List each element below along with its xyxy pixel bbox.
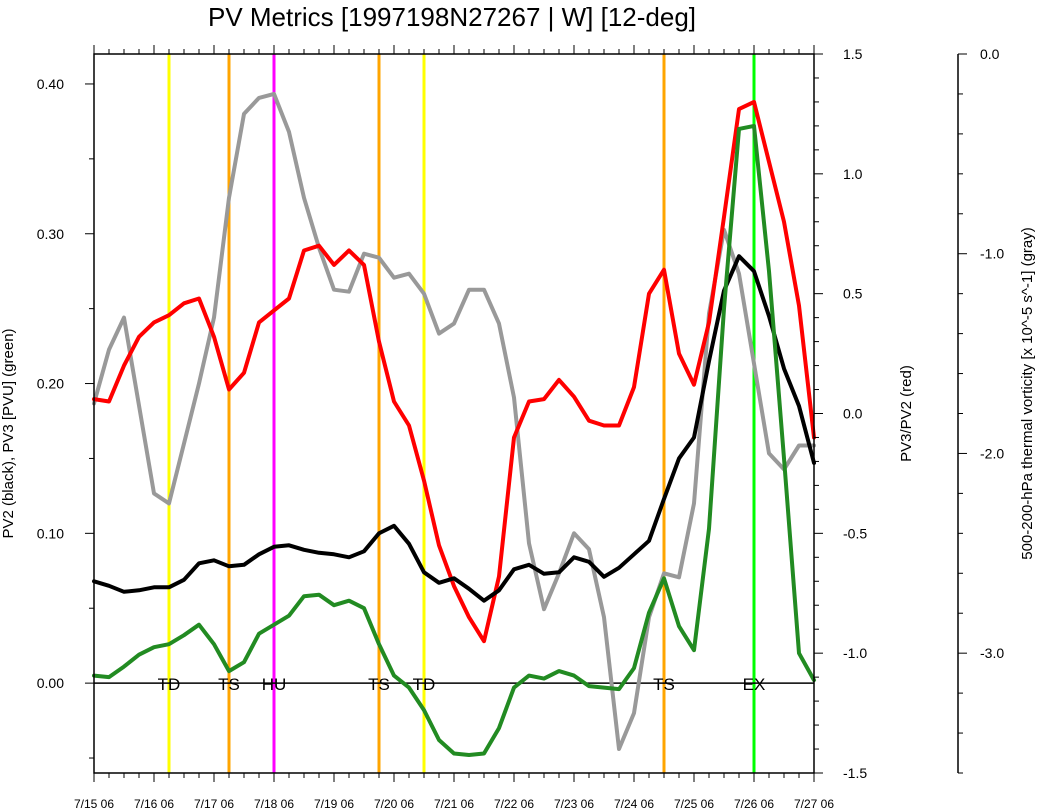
series-line-2 xyxy=(92,254,816,603)
far-right-tick-label-0: 0.0 xyxy=(980,46,1000,62)
event-label-6: EX xyxy=(743,675,766,694)
event-lines xyxy=(167,54,756,773)
far-right-tick-label-2: -2.0 xyxy=(980,445,1004,461)
left-tick-label-0: 0.00 xyxy=(37,675,64,691)
far-right-tick-label-3: -3.0 xyxy=(980,645,1004,661)
x-tick-label-6: 7/21 06 xyxy=(434,797,474,811)
x-tick-label-7: 7/22 06 xyxy=(494,797,534,811)
series-line-0 xyxy=(92,91,816,751)
x-tick-label-12: 7/27 06 xyxy=(794,797,834,811)
plot-frame xyxy=(93,53,815,774)
right-tick-label-6: 1.5 xyxy=(843,46,863,62)
axes: 7/15 06 7/16 06 7/17 06 7/18 06 7/19 06 7/20 … xyxy=(37,45,1004,811)
right-tick-label-2: -0.5 xyxy=(843,525,867,541)
x-tick-label-1: 7/16 06 xyxy=(134,797,174,811)
far-right-axis-title: 500-200-hPa thermal vorticity [x 10^-5 s… xyxy=(1019,227,1036,560)
event-label-5: TS xyxy=(653,675,675,694)
left-tick-label-2: 0.20 xyxy=(37,376,64,392)
left-tick-label-4: 0.40 xyxy=(37,76,64,92)
right-tick-label-5: 1.0 xyxy=(843,166,863,182)
event-label-3: TS xyxy=(368,675,390,694)
series-lines xyxy=(92,91,816,757)
x-tick-label-4: 7/19 06 xyxy=(314,797,354,811)
left-tick-label-3: 0.30 xyxy=(37,226,64,242)
far-right-tick-label-1: -1.0 xyxy=(980,246,1004,262)
right-tick-label-4: 0.5 xyxy=(843,286,863,302)
x-tick-label-10: 7/25 06 xyxy=(674,797,714,811)
left-tick-label-1: 0.10 xyxy=(37,525,64,541)
series-line-3 xyxy=(92,123,816,757)
event-label-0: TD xyxy=(158,675,181,694)
event-label-1: TS xyxy=(218,675,240,694)
x-tick-label-0: 7/15 06 xyxy=(74,797,114,811)
x-tick-label-11: 7/26 06 xyxy=(734,797,774,811)
right-tick-label-1: -1.0 xyxy=(843,645,867,661)
right-tick-label-3: 0.0 xyxy=(843,406,863,422)
left-axis-title: PV2 (black), PV3 [PVU] (green) xyxy=(0,328,17,538)
series-line-1 xyxy=(92,99,816,644)
right-tick-label-0: -1.5 xyxy=(843,765,867,781)
event-label-4: TD xyxy=(413,675,436,694)
right-axis-title: PV3/PV2 (red) xyxy=(898,365,915,462)
x-tick-label-2: 7/17 06 xyxy=(194,797,234,811)
x-tick-label-8: 7/23 06 xyxy=(554,797,594,811)
x-tick-label-5: 7/20 06 xyxy=(374,797,414,811)
x-tick-label-3: 7/18 06 xyxy=(254,797,294,811)
x-tick-label-9: 7/24 06 xyxy=(614,797,654,811)
event-labels: TD TS HU TS TD TS EX xyxy=(158,675,766,694)
event-label-2: HU xyxy=(262,675,287,694)
chart-title: PV Metrics [1997198N27267 | W] [12-deg] xyxy=(208,2,696,32)
